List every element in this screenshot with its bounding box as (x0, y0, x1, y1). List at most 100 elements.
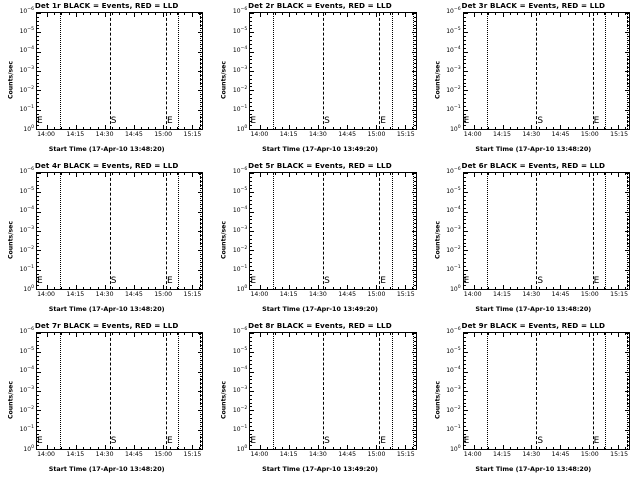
x-tick-minor (155, 13, 157, 15)
y-tick-minor (463, 125, 466, 127)
x-tick (104, 333, 106, 337)
x-axis-labels: 14:00 14:15 14:30 14:45 15:00 15:15 (249, 131, 416, 142)
y-tick-minor (463, 78, 466, 80)
x-tick-label: 14:30 (95, 291, 114, 298)
x-tick-minor (332, 447, 334, 449)
y-tick (624, 51, 629, 53)
y-tick (624, 231, 629, 232)
y-tick-minor (413, 28, 416, 30)
y-tick (250, 129, 254, 130)
y-tick-minor (413, 363, 416, 365)
y-tick-minor (200, 445, 203, 447)
x-tick-label: 15:15 (610, 291, 629, 298)
x-tick-minor (480, 287, 482, 289)
y-tick-minor (626, 281, 629, 283)
y-tick-minor (250, 86, 253, 88)
y-tick (412, 289, 416, 290)
y-tick-minor (37, 265, 39, 267)
y-tick (250, 71, 255, 72)
y-tick-minor (413, 24, 416, 26)
x-tick-minor (390, 447, 392, 449)
y-tick-minor (250, 234, 253, 236)
y-tick-minor (463, 227, 466, 229)
gridline-vertical (60, 173, 62, 289)
y-tick-minor (200, 367, 203, 369)
y-tick-label: 10−6 (446, 327, 461, 335)
x-tick-minor (303, 13, 305, 15)
y-tick-minor (200, 82, 203, 84)
gridline-vertical (391, 13, 393, 129)
y-tick-minor (250, 441, 253, 443)
y-tick (250, 289, 254, 290)
x-tick (473, 125, 475, 129)
y-tick-label: 10−1 (232, 105, 248, 114)
y-tick-minor (626, 265, 629, 267)
x-tick-minor (281, 173, 283, 175)
y-tick-label: 10−4 (446, 46, 461, 55)
y-tick (198, 391, 203, 392)
y-tick-minor (37, 336, 39, 338)
end-marker-label: E (593, 116, 600, 126)
y-tick-minor (250, 340, 253, 342)
y-tick-minor (250, 363, 253, 365)
y-tick-minor (200, 379, 203, 381)
y-tick-minor (200, 336, 203, 338)
y-tick-minor (626, 55, 629, 57)
edge-data-mark: E (250, 116, 257, 126)
x-tick (347, 173, 349, 177)
y-tick-minor (250, 445, 253, 447)
x-tick-minor (339, 287, 341, 289)
x-axis-labels: 14:00 14:15 14:30 14:45 15:00 15:15 (249, 291, 416, 302)
y-tick-minor (626, 203, 629, 205)
y-tick-minor (250, 336, 253, 338)
x-tick-minor (325, 287, 327, 289)
y-tick-minor (413, 336, 416, 338)
edge-data-mark: E (463, 436, 470, 446)
y-tick-minor (626, 258, 629, 260)
x-tick-minor (397, 447, 399, 449)
x-axis-title: Start Time (17-Apr-10 13:49:20) (262, 305, 378, 313)
y-tick-minor (250, 277, 253, 279)
y-tick-minor (250, 398, 253, 400)
x-tick-label: 14:00 (37, 131, 55, 138)
y-tick-minor (200, 277, 203, 279)
y-tick-minor (37, 16, 39, 18)
y-tick (411, 371, 416, 373)
y-tick-minor (463, 340, 466, 342)
x-tick-minor (54, 333, 56, 335)
x-tick (162, 333, 164, 337)
y-tick (250, 410, 255, 412)
x-tick-minor (567, 447, 569, 449)
x-tick-minor (339, 447, 341, 449)
y-tick-minor (463, 188, 466, 190)
y-tick (37, 231, 41, 232)
x-tick-minor (97, 447, 99, 449)
edge-data-mark: E (250, 436, 257, 446)
y-tick-label: 10−3 (19, 226, 34, 234)
y-tick-minor (37, 67, 39, 69)
y-tick-minor (200, 363, 203, 365)
y-tick-minor (413, 394, 416, 396)
x-tick-minor (361, 287, 363, 289)
y-tick (250, 211, 255, 213)
x-tick (289, 13, 291, 17)
y-tick-minor (413, 238, 416, 240)
x-axis-title: Start Time (17-Apr-10 13:49:20) (262, 465, 378, 473)
y-tick-minor (250, 356, 253, 358)
y-tick-minor (200, 40, 203, 42)
x-axis-title: Start Time (17-Apr-10 13:48:20) (475, 465, 592, 473)
y-tick-minor (200, 16, 203, 18)
y-tick-minor (463, 285, 466, 287)
x-tick-minor (198, 173, 200, 175)
y-tick-minor (200, 180, 203, 182)
x-tick-label: 15:15 (396, 131, 415, 138)
x-tick-minor (545, 287, 547, 289)
x-tick-minor (390, 173, 392, 175)
plot-panel-9: Det 9r BLACK = Events, RED = LLD Counts/s… (427, 320, 640, 480)
y-tick-label: 10−5 (446, 26, 461, 35)
y-tick-minor (626, 219, 629, 221)
y-tick-minor (413, 74, 416, 76)
x-tick-minor (582, 287, 584, 289)
y-tick-minor (200, 383, 203, 385)
